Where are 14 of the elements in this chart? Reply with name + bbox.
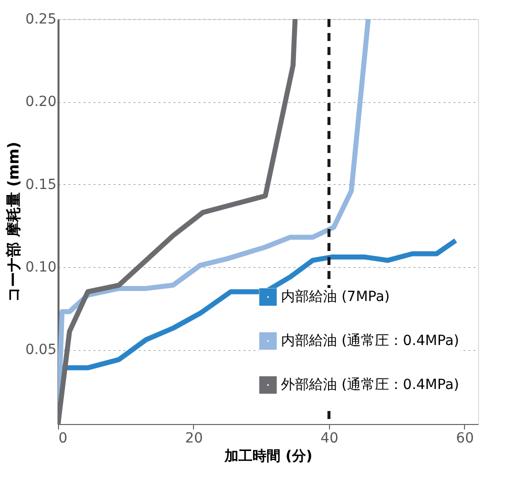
y-axis-title: コーナ部 摩耗量 (mm) <box>4 142 22 302</box>
x-tick-label: 20 <box>185 430 203 446</box>
legend-label: 内部給油 (7MPa) <box>281 289 390 305</box>
x-axis-title: 加工時間 (分) <box>224 448 312 464</box>
y-tick-label: 0.10 <box>25 259 56 276</box>
legend-label: 内部給油 (通常圧：0.4MPa) <box>281 333 460 349</box>
x-tick-label: 60 <box>456 430 474 446</box>
x-tick-label: 40 <box>320 430 338 446</box>
y-tick-label: 0.20 <box>25 94 56 110</box>
y-tick-label: 0.05 <box>25 342 56 358</box>
y-tick-label: 0.15 <box>25 176 56 193</box>
y-tick-label: 0.25 <box>25 12 56 28</box>
legend-label: 外部給油 (通常圧：0.4MPa) <box>281 377 460 393</box>
x-tick-label: 0 <box>58 430 68 446</box>
